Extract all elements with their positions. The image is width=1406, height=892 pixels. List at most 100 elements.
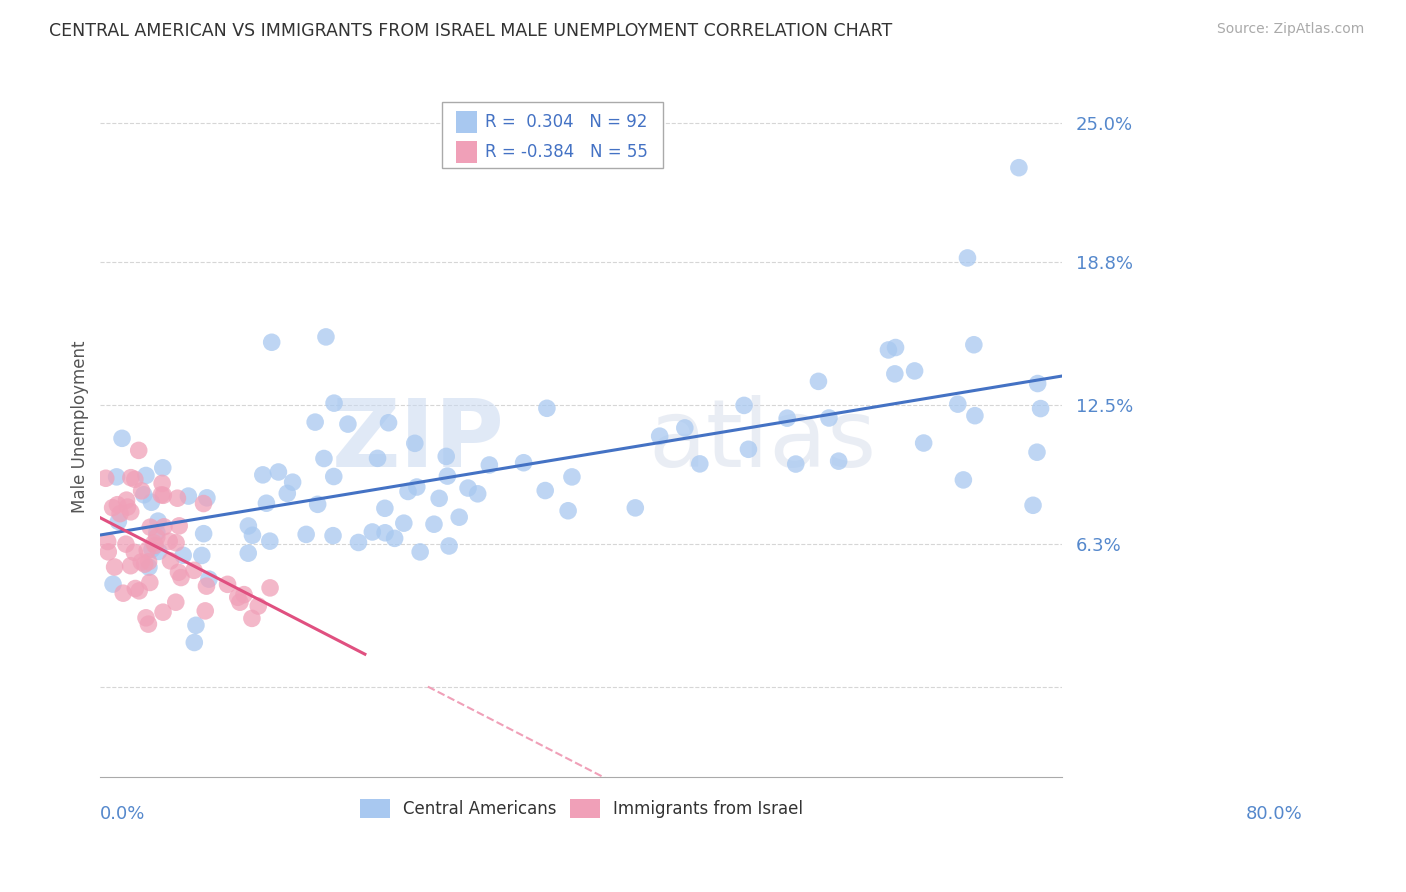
Point bbox=[152, 488, 174, 502]
Point bbox=[247, 599, 270, 613]
Point bbox=[166, 491, 188, 506]
Point bbox=[1029, 401, 1052, 416]
Point bbox=[361, 524, 384, 539]
Point bbox=[384, 532, 406, 546]
Point bbox=[153, 520, 176, 534]
FancyBboxPatch shape bbox=[457, 111, 478, 133]
Point bbox=[689, 457, 711, 471]
Point bbox=[347, 535, 370, 549]
Point bbox=[104, 560, 127, 574]
Point bbox=[195, 579, 218, 593]
Point bbox=[449, 510, 471, 524]
Point bbox=[120, 505, 142, 519]
Point bbox=[152, 605, 174, 619]
Point bbox=[141, 542, 163, 557]
Point bbox=[536, 401, 558, 416]
Point bbox=[124, 545, 146, 559]
Point bbox=[165, 536, 187, 550]
Point bbox=[150, 488, 173, 502]
Point bbox=[252, 467, 274, 482]
Point bbox=[101, 577, 124, 591]
Point bbox=[167, 519, 190, 533]
Text: atlas: atlas bbox=[648, 395, 877, 487]
Point bbox=[434, 450, 457, 464]
Point bbox=[128, 443, 150, 458]
Point bbox=[195, 491, 218, 505]
Point bbox=[1008, 161, 1031, 175]
Point bbox=[437, 539, 460, 553]
Point bbox=[259, 534, 281, 549]
Point bbox=[193, 526, 215, 541]
Point bbox=[124, 582, 146, 596]
Point bbox=[170, 570, 193, 584]
Text: R = -0.384   N = 55: R = -0.384 N = 55 bbox=[485, 143, 648, 161]
Point bbox=[877, 343, 900, 357]
Point bbox=[240, 611, 263, 625]
Point bbox=[120, 471, 142, 485]
Point bbox=[884, 341, 907, 355]
Point bbox=[138, 560, 160, 574]
Point bbox=[193, 497, 215, 511]
Point bbox=[198, 572, 221, 586]
Point bbox=[105, 470, 128, 484]
Point bbox=[115, 493, 138, 508]
Point bbox=[322, 529, 344, 543]
Point bbox=[129, 555, 152, 569]
Text: 80.0%: 80.0% bbox=[1246, 805, 1303, 822]
Point bbox=[146, 525, 169, 540]
Point bbox=[150, 476, 173, 491]
Point bbox=[423, 517, 446, 532]
Point bbox=[172, 549, 194, 563]
Point bbox=[952, 473, 974, 487]
Point bbox=[295, 527, 318, 541]
Point bbox=[101, 500, 124, 515]
Point bbox=[377, 416, 399, 430]
Point bbox=[963, 409, 986, 423]
Point bbox=[94, 471, 117, 485]
Point bbox=[238, 519, 260, 533]
Point bbox=[183, 635, 205, 649]
Point bbox=[304, 415, 326, 429]
Text: 0.0%: 0.0% bbox=[100, 805, 146, 822]
Point bbox=[963, 337, 986, 351]
Point bbox=[115, 537, 138, 551]
Point bbox=[135, 468, 157, 483]
Point bbox=[374, 501, 396, 516]
Point bbox=[392, 516, 415, 531]
Point bbox=[229, 595, 252, 609]
Point bbox=[148, 544, 170, 558]
Point bbox=[138, 555, 160, 569]
Point bbox=[97, 534, 120, 549]
Point bbox=[436, 469, 458, 483]
Legend: Central Americans, Immigrants from Israel: Central Americans, Immigrants from Israe… bbox=[353, 792, 810, 824]
Point bbox=[367, 451, 389, 466]
Point bbox=[467, 487, 489, 501]
Text: R =  0.304   N = 92: R = 0.304 N = 92 bbox=[485, 113, 648, 131]
Point bbox=[312, 451, 335, 466]
Point bbox=[512, 456, 534, 470]
Point bbox=[217, 577, 239, 591]
Point bbox=[323, 396, 346, 410]
FancyBboxPatch shape bbox=[457, 141, 478, 163]
Point bbox=[673, 421, 696, 435]
Point bbox=[409, 545, 432, 559]
Point bbox=[648, 429, 671, 443]
Point bbox=[281, 475, 304, 490]
Point bbox=[1026, 376, 1049, 391]
Point bbox=[157, 534, 180, 549]
Text: ZIP: ZIP bbox=[332, 395, 505, 487]
Point bbox=[131, 483, 153, 498]
Point bbox=[191, 549, 214, 563]
Point bbox=[883, 367, 905, 381]
Point bbox=[117, 500, 139, 514]
Point bbox=[143, 539, 166, 553]
Point bbox=[226, 591, 249, 605]
Point bbox=[267, 465, 290, 479]
Y-axis label: Male Unemployment: Male Unemployment bbox=[72, 341, 89, 514]
Point bbox=[534, 483, 557, 498]
Point bbox=[108, 507, 131, 521]
Point bbox=[183, 563, 205, 577]
Point bbox=[405, 480, 427, 494]
Point bbox=[396, 484, 419, 499]
Point bbox=[912, 436, 935, 450]
